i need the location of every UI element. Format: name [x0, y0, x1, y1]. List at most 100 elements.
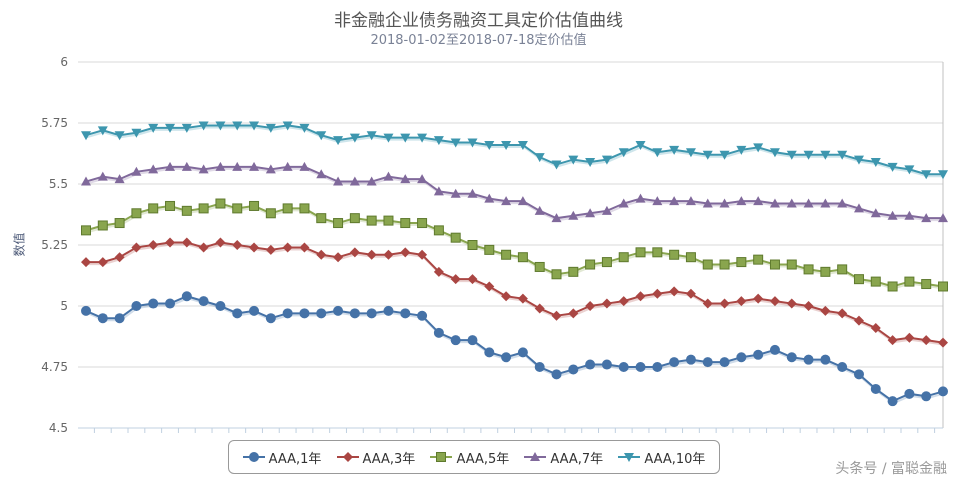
- legend-label: AAA,1年: [268, 451, 322, 467]
- data-point: [585, 208, 596, 218]
- data-point: [904, 332, 915, 343]
- data-point: [501, 249, 512, 260]
- data-point: [938, 170, 948, 180]
- data-point: [333, 252, 344, 263]
- data-point: [585, 301, 596, 311]
- diamond-marker-icon: [336, 452, 359, 462]
- data-point: [484, 244, 495, 255]
- data-point: [870, 276, 881, 287]
- data-point: [786, 198, 797, 208]
- data-point: [400, 133, 411, 143]
- data-point: [383, 305, 394, 316]
- data-point: [342, 452, 353, 462]
- data-point: [551, 269, 562, 280]
- data-point: [820, 198, 831, 208]
- data-point: [887, 210, 898, 220]
- data-point: [736, 352, 747, 363]
- data-point: [333, 136, 344, 146]
- data-point: [635, 193, 646, 203]
- data-point: [484, 140, 495, 150]
- data-point: [165, 298, 176, 309]
- data-point: [753, 254, 764, 265]
- series-AAA,1年: [81, 291, 948, 407]
- legend-item[interactable]: AAA,10年: [618, 448, 705, 467]
- legend-label: AAA,5年: [456, 451, 510, 467]
- data-point: [921, 279, 932, 290]
- watermark: 头条号 / 富聪金融: [835, 461, 947, 477]
- series-shadow: [87, 243, 945, 346]
- legend-item[interactable]: AAA,5年: [430, 448, 509, 467]
- data-point: [383, 133, 394, 143]
- data-point: [753, 196, 764, 206]
- data-point: [904, 276, 915, 287]
- data-point: [635, 291, 646, 302]
- data-point: [198, 242, 209, 253]
- data-point: [97, 126, 108, 136]
- data-point: [97, 313, 108, 324]
- data-point: [400, 174, 411, 184]
- series-line: [86, 241, 944, 344]
- data-point: [618, 252, 629, 263]
- data-point: [652, 148, 663, 158]
- data-point: [484, 281, 495, 292]
- series-line: [85, 124, 943, 176]
- data-point: [685, 288, 696, 299]
- y-tick-label: 4.75: [41, 360, 68, 374]
- series-line: [85, 295, 944, 403]
- series-shadow: [86, 204, 945, 290]
- data-point: [232, 240, 243, 250]
- data-point: [769, 296, 780, 307]
- series-AAA,7年: [81, 161, 948, 223]
- data-point: [517, 140, 528, 150]
- data-point: [702, 150, 713, 160]
- data-point: [887, 396, 898, 407]
- data-point: [299, 203, 310, 214]
- data-point: [938, 281, 948, 292]
- data-point: [249, 305, 260, 316]
- data-point: [904, 210, 915, 220]
- data-point: [618, 198, 629, 208]
- data-point: [702, 259, 713, 270]
- data-point: [114, 252, 125, 263]
- data-point: [870, 208, 881, 218]
- data-point: [316, 169, 327, 179]
- data-point: [282, 161, 293, 171]
- data-point: [669, 145, 680, 155]
- triangle-marker-icon: [524, 452, 547, 461]
- data-point: [165, 237, 176, 248]
- data-point: [904, 388, 915, 399]
- data-point: [551, 310, 562, 321]
- data-point: [131, 242, 142, 253]
- legend-item[interactable]: AAA,3年: [336, 448, 415, 467]
- legend-item[interactable]: AAA,1年: [242, 448, 322, 467]
- legend-item[interactable]: AAA,7年: [524, 448, 603, 467]
- data-point: [853, 274, 864, 285]
- data-point: [282, 242, 293, 253]
- data-point: [501, 140, 512, 150]
- data-point: [853, 203, 864, 213]
- data-point: [534, 205, 545, 215]
- data-point: [618, 296, 629, 307]
- data-point: [669, 196, 680, 206]
- y-tick-label: 6: [60, 55, 68, 69]
- data-point: [417, 249, 428, 260]
- data-point: [383, 249, 394, 260]
- data-point: [618, 362, 629, 372]
- data-point: [551, 213, 562, 223]
- series-AAA,3年: [81, 237, 948, 348]
- data-point: [181, 237, 192, 248]
- data-point: [601, 205, 612, 215]
- chart-subtitle: 2018-01-02至2018-07-18定价估值: [370, 33, 587, 48]
- data-point: [215, 237, 226, 248]
- data-point: [349, 133, 360, 143]
- data-point: [501, 291, 512, 302]
- data-point: [853, 369, 864, 380]
- data-point: [719, 298, 730, 309]
- data-point: [114, 174, 125, 184]
- data-point: [837, 264, 848, 275]
- data-point: [534, 303, 545, 314]
- data-point: [316, 213, 327, 224]
- data-point: [467, 240, 478, 250]
- data-point: [652, 288, 663, 299]
- data-point: [870, 158, 881, 168]
